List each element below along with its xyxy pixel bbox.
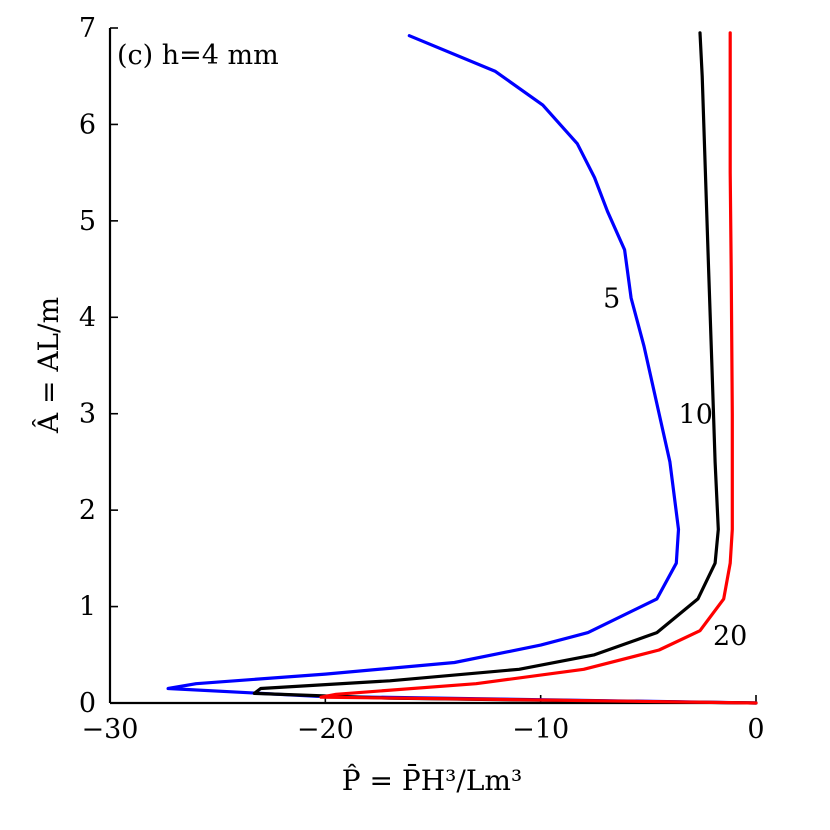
x-tick-label: −20 xyxy=(297,714,354,745)
y-tick-label: 7 xyxy=(79,13,96,44)
x-tick-label: 0 xyxy=(747,714,764,745)
ticks: −30 −20 −10 0 0 1 2 3 4 5 6 7 xyxy=(79,13,765,745)
y-axis-label: Â = AL/m xyxy=(32,297,65,434)
series-lines xyxy=(166,31,758,705)
panel-label: (c) h=4 mm xyxy=(117,40,279,71)
y-tick-label: 2 xyxy=(79,495,96,526)
annotations: 5 10 20 xyxy=(603,284,747,653)
y-tick-label: 6 xyxy=(79,109,96,140)
y-tick-label: 5 xyxy=(79,206,96,237)
x-tick-label: −10 xyxy=(512,714,569,745)
series-line-5 xyxy=(166,34,758,705)
curve-label-10: 10 xyxy=(679,399,713,430)
y-tick-label: 3 xyxy=(79,399,96,430)
x-axis-label: P̂ = P̄H³/Lm³ xyxy=(342,763,522,797)
curve-label-20: 20 xyxy=(713,621,747,652)
curve-label-5: 5 xyxy=(603,284,620,315)
series-line-10 xyxy=(252,31,758,705)
series-line-20 xyxy=(319,31,758,705)
y-tick-label: 1 xyxy=(79,592,96,623)
axes xyxy=(108,28,756,705)
x-tick-label: −30 xyxy=(82,714,139,745)
y-tick-label: 4 xyxy=(79,302,96,333)
y-tick-label: 0 xyxy=(79,688,96,719)
